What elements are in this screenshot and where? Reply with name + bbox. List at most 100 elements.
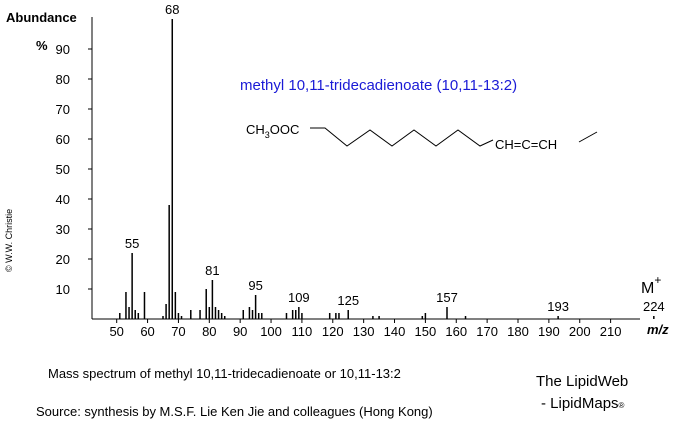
- peak: [251, 310, 254, 319]
- x-tick-label: 110: [292, 324, 313, 339]
- peak: [137, 313, 140, 319]
- peak: [424, 313, 427, 319]
- peak-label: 193: [547, 299, 569, 314]
- peak: [261, 313, 263, 319]
- peak-label: 109: [288, 290, 310, 305]
- peak: [378, 316, 380, 319]
- x-tick-label: 90: [233, 324, 247, 339]
- peak: [294, 310, 297, 319]
- peak: [248, 307, 251, 319]
- peak: [128, 307, 130, 319]
- y-tick-label: 60: [56, 132, 70, 147]
- peak: [347, 310, 349, 319]
- y-tick-label: 10: [56, 282, 70, 297]
- structure-chain: [310, 127, 494, 147]
- peak-label: 125: [337, 293, 359, 308]
- peak: [291, 310, 294, 319]
- peak: [199, 310, 201, 319]
- peak-label: 68: [165, 2, 179, 17]
- copyright: © W.W. Christie: [4, 209, 14, 272]
- peak: [285, 313, 288, 319]
- x-tick-label: 70: [171, 324, 185, 339]
- peak: [131, 253, 133, 319]
- chart-title: methyl 10,11-tridecadienoate (10,11-13:2…: [240, 77, 517, 94]
- peak: [119, 313, 121, 319]
- peak-label: 81: [205, 263, 219, 278]
- peak: [372, 316, 374, 319]
- peak: [143, 292, 146, 319]
- source: Source: synthesis by M.S.F. Lie Ken Jie …: [36, 404, 433, 419]
- peak: [211, 280, 214, 319]
- x-tick-label: 210: [600, 324, 622, 339]
- peak: [208, 307, 211, 319]
- structure-chain-end: [578, 131, 598, 143]
- y-axis-label: Abundance: [6, 10, 77, 25]
- credit-mark: ®: [619, 401, 625, 410]
- peak-label: 95: [248, 278, 262, 293]
- peak: [162, 316, 164, 319]
- y-tick-label: 80: [56, 72, 70, 87]
- peak: [220, 313, 223, 319]
- structure-right: CH=C=CH: [495, 137, 557, 152]
- credit: - LipidMaps®: [541, 395, 625, 412]
- molecular-ion-label: M: [641, 280, 654, 297]
- y-tick-label: 90: [56, 42, 70, 57]
- y-tick-label: 40: [56, 192, 70, 207]
- peak-label: 55: [125, 236, 139, 251]
- peak: [190, 310, 192, 319]
- x-tick-label: 140: [384, 324, 406, 339]
- y-tick-label: 20: [56, 252, 70, 267]
- credit: The LipidWeb: [536, 373, 628, 390]
- peak: [653, 316, 655, 319]
- peak: [557, 316, 559, 319]
- peak: [217, 310, 220, 319]
- x-tick-label: 160: [445, 324, 467, 339]
- peak-label: 157: [436, 290, 458, 305]
- peak: [214, 307, 217, 319]
- y-tick-label: 30: [56, 222, 70, 237]
- structure-text: CH: [246, 122, 265, 137]
- caption: Mass spectrum of methyl 10,11-tridecadie…: [48, 366, 401, 381]
- peak: [125, 292, 127, 319]
- peak: [464, 316, 467, 319]
- peak-label: 224: [643, 299, 665, 314]
- structure-subscript: 3: [265, 130, 270, 140]
- x-tick-label: 190: [538, 324, 560, 339]
- peak: [328, 313, 331, 319]
- peak: [171, 19, 174, 319]
- peak: [338, 313, 340, 319]
- x-tick-label: 130: [353, 324, 375, 339]
- y-tick-label: 50: [56, 162, 70, 177]
- peak: [257, 313, 260, 319]
- structure-text: OOC: [270, 122, 300, 137]
- structure-left: CH3OOC: [246, 122, 299, 140]
- peak: [242, 310, 245, 319]
- peak: [134, 310, 136, 319]
- peak: [254, 295, 257, 319]
- x-tick-label: 200: [569, 324, 591, 339]
- molecular-ion-sup: +: [654, 273, 661, 287]
- plot: 10 20 30 40 50 60 70 80 90 50 60 70 80 90 100 110 120 130…: [56, 2, 665, 339]
- peak: [174, 292, 177, 319]
- peak: [177, 313, 180, 319]
- molecular-ion: M+: [641, 273, 661, 297]
- x-tick-label: 100: [260, 324, 282, 339]
- x-tick-label: 150: [415, 324, 437, 339]
- y-tick-label: 70: [56, 102, 70, 117]
- peak: [205, 289, 207, 319]
- peak: [298, 307, 300, 319]
- peak: [165, 304, 167, 319]
- x-tick-label: 170: [476, 324, 498, 339]
- peak: [335, 313, 337, 319]
- peak: [168, 205, 170, 319]
- x-tick-label: 50: [109, 324, 123, 339]
- x-tick-label: 120: [322, 324, 344, 339]
- credit-text: - LipidMaps: [541, 395, 619, 412]
- peak: [421, 316, 424, 319]
- peak: [446, 307, 448, 319]
- x-tick-label: 60: [140, 324, 154, 339]
- peak: [180, 316, 183, 319]
- x-tick-label: 80: [202, 324, 216, 339]
- x-tick-label: 180: [507, 324, 529, 339]
